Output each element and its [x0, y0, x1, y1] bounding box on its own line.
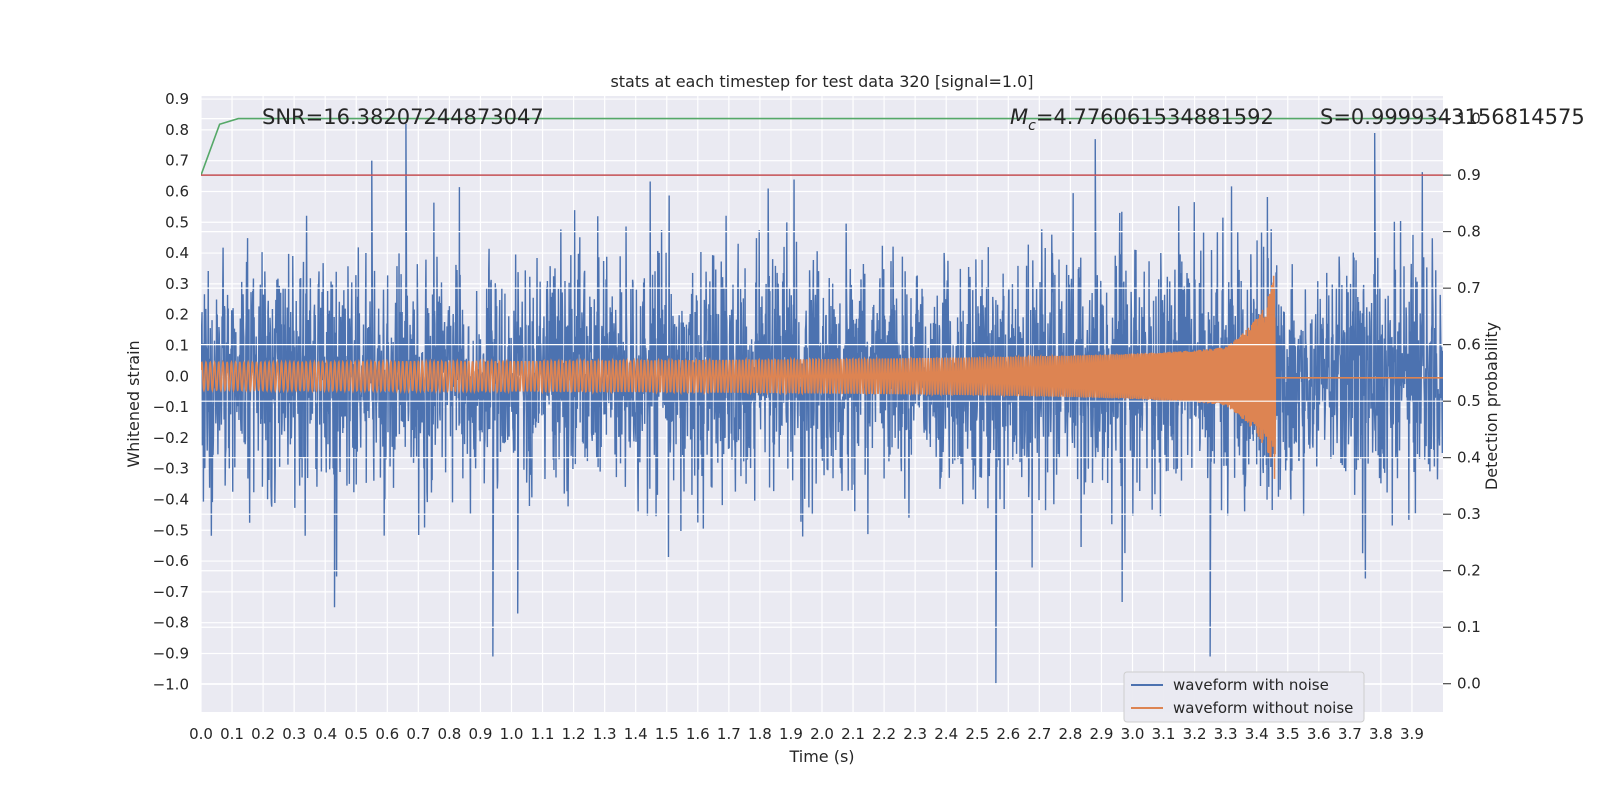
- y2-tick-label: 0.7: [1457, 279, 1481, 297]
- y2-tick-label: 0.3: [1457, 505, 1481, 523]
- x-tick-label: 1.5: [655, 725, 679, 743]
- x-tick-label: 2.1: [841, 725, 865, 743]
- x-tick-label: 2.4: [934, 725, 958, 743]
- y-tick-label: −0.3: [153, 460, 189, 478]
- chart-title: stats at each timestep for test data 320…: [610, 72, 1033, 91]
- y-tick-label: −0.2: [153, 429, 189, 447]
- y2-tick-label: 1.0: [1457, 110, 1481, 128]
- x-tick-label: 3.7: [1338, 725, 1362, 743]
- y-tick-label: −0.9: [153, 644, 189, 662]
- y-tick-label: 0.9: [165, 90, 189, 108]
- y2-axis-label: Detection probability: [1482, 322, 1501, 490]
- x-tick-label: 3.2: [1183, 725, 1207, 743]
- x-tick-label: 3.8: [1369, 725, 1393, 743]
- y2-tick-label: 0.8: [1457, 223, 1481, 241]
- x-tick-label: 3.5: [1276, 725, 1300, 743]
- y-tick-label: 0.4: [165, 244, 189, 262]
- y-tick-label: −1.0: [153, 675, 189, 693]
- x-tick-label: 2.6: [996, 725, 1020, 743]
- x-tick-label: 2.2: [872, 725, 896, 743]
- y-tick-label: 0.2: [165, 306, 189, 324]
- x-tick-label: 1.4: [624, 725, 648, 743]
- y-tick-label: −0.6: [153, 552, 189, 570]
- x-tick-label: 0.6: [375, 725, 399, 743]
- y-tick-label: −0.8: [153, 614, 189, 632]
- chirp-mass-annotation: Mc=4.776061534881592: [1010, 105, 1274, 134]
- x-axis-label: Time (s): [788, 747, 854, 766]
- chirp-mass-subscript: c: [1028, 118, 1036, 134]
- y-axis-label: Whitened strain: [124, 340, 143, 467]
- x-tick-label: 1.7: [717, 725, 741, 743]
- x-tick-label: 1.6: [686, 725, 710, 743]
- x-tick-label: 1.2: [562, 725, 586, 743]
- series-line-waveform-without-noise: [201, 275, 1443, 479]
- x-tick-label: 3.6: [1307, 725, 1331, 743]
- chirp-mass-value: =4.776061534881592: [1036, 105, 1274, 129]
- x-tick-label: 0.1: [220, 725, 244, 743]
- y2-tick-label: 0.4: [1457, 449, 1481, 467]
- snr-annotation: SNR=16.38207244873047: [262, 105, 544, 129]
- chirp-mass-symbol: M: [1010, 105, 1028, 129]
- x-tick-label: 3.1: [1152, 725, 1176, 743]
- legend-label-noise: waveform with noise: [1173, 676, 1329, 694]
- x-tick-label: 3.4: [1245, 725, 1269, 743]
- x-tick-label: 0.2: [251, 725, 275, 743]
- score-annotation: S=0.9999343156814575: [1320, 105, 1585, 129]
- y-tick-label: 0.8: [165, 121, 189, 139]
- x-tick-label: 1.1: [531, 725, 555, 743]
- x-tick-label: 0.3: [282, 725, 306, 743]
- x-tick-label: 2.9: [1090, 725, 1114, 743]
- legend-frame: [1123, 671, 1365, 723]
- x-tick-label: 3.0: [1121, 725, 1145, 743]
- x-tick-label: 0.0: [189, 725, 213, 743]
- x-tick-label: 0.5: [344, 725, 368, 743]
- x-tick-label: 3.9: [1400, 725, 1424, 743]
- x-tick-label: 1.8: [748, 725, 772, 743]
- x-tick-label: 0.4: [313, 725, 337, 743]
- y2-tick-label: 0.9: [1457, 166, 1481, 184]
- x-tick-label: 1.3: [593, 725, 617, 743]
- y2-tick-label: 0.5: [1457, 392, 1481, 410]
- x-tick-label: 0.8: [437, 725, 461, 743]
- x-tick-label: 3.3: [1214, 725, 1238, 743]
- x-tick-label: 1.0: [500, 725, 524, 743]
- x-tick-label: 2.7: [1027, 725, 1051, 743]
- legend-label-clean: waveform without noise: [1173, 699, 1353, 717]
- x-tick-label: 2.8: [1058, 725, 1082, 743]
- y2-tick-label: 0.0: [1457, 675, 1481, 693]
- y-tick-label: −0.7: [153, 583, 189, 601]
- series-line-detection-probability: [201, 117, 1443, 176]
- y-tick-label: 0.7: [165, 152, 189, 170]
- y-tick-label: 0.1: [165, 336, 189, 354]
- y-tick-label: −0.4: [153, 490, 189, 508]
- x-tick-label: 0.9: [469, 725, 493, 743]
- x-tick-label: 1.9: [779, 725, 803, 743]
- y-tick-label: 0.5: [165, 213, 189, 231]
- x-tick-label: 2.3: [903, 725, 927, 743]
- x-tick-label: 0.7: [406, 725, 430, 743]
- y2-tick-label: 0.1: [1457, 618, 1481, 636]
- x-tick-label: 2.5: [965, 725, 989, 743]
- ticks: 0.0 0.1 0.2 0.3 0.4 0.5 0.6 0.7 0.8 0.9 1.0 1.1 1.2 1…: [153, 90, 1481, 743]
- y2-tick-label: 0.2: [1457, 562, 1481, 580]
- x-tick-label: 2.0: [810, 725, 834, 743]
- y-tick-label: 0.6: [165, 182, 189, 200]
- y-tick-label: 0.3: [165, 275, 189, 293]
- legend: waveform with noise waveform without noi…: [1123, 671, 1365, 723]
- y2-tick-label: 0.6: [1457, 336, 1481, 354]
- y-tick-label: −0.5: [153, 521, 189, 539]
- y-tick-label: −0.1: [153, 398, 189, 416]
- y-tick-label: 0.0: [165, 367, 189, 385]
- probability-layer: [201, 117, 1443, 176]
